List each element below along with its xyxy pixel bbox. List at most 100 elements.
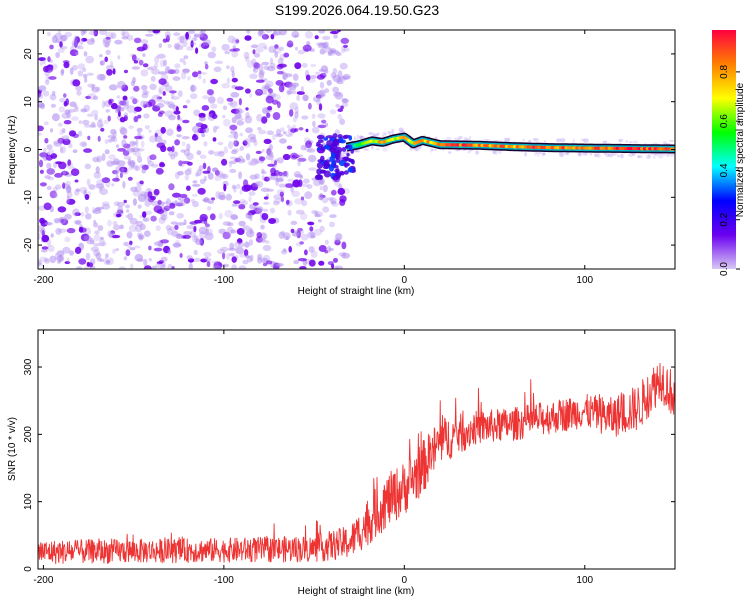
x-tick-label: 100 xyxy=(576,575,593,586)
noise-blob xyxy=(291,190,301,198)
noise-blob xyxy=(86,178,91,187)
noise-blob xyxy=(123,199,127,204)
noise-blob xyxy=(542,152,546,156)
noise-blob xyxy=(324,239,329,245)
noise-blob xyxy=(260,224,265,230)
noise-blob xyxy=(249,239,253,246)
noise-blob xyxy=(132,141,138,145)
noise-blob xyxy=(58,228,67,233)
noise-blob xyxy=(263,201,270,205)
noise-blob xyxy=(51,35,58,44)
noise-blob xyxy=(245,107,249,111)
noise-blob xyxy=(38,57,46,62)
noise-blob xyxy=(319,81,325,89)
noise-blob xyxy=(173,42,180,50)
colorbar-tick-label: 0.6 xyxy=(719,114,730,128)
noise-blob xyxy=(47,56,51,63)
transition-blob xyxy=(348,135,353,141)
noise-blob xyxy=(310,235,316,239)
noise-blob xyxy=(359,136,363,138)
noise-blob xyxy=(175,202,184,207)
noise-blob xyxy=(61,68,65,75)
noise-blob xyxy=(231,149,238,155)
noise-blob xyxy=(222,118,231,127)
noise-blob xyxy=(142,43,148,51)
noise-blob xyxy=(193,225,197,233)
noise-blob xyxy=(183,61,187,66)
noise-blob xyxy=(276,172,286,179)
noise-blob xyxy=(218,191,226,200)
noise-blob xyxy=(89,237,95,244)
noise-blob xyxy=(114,39,123,45)
noise-blob xyxy=(205,223,210,228)
noise-blob xyxy=(182,105,188,109)
noise-blob xyxy=(107,219,112,227)
noise-blob xyxy=(148,66,158,70)
colorbar-scale xyxy=(712,30,736,269)
noise-blob xyxy=(231,148,240,152)
noise-blob xyxy=(113,170,119,175)
noise-blob xyxy=(93,242,101,247)
noise-blob xyxy=(64,236,71,243)
noise-blob xyxy=(112,248,116,254)
noise-blob xyxy=(327,261,334,266)
noise-blob xyxy=(93,222,99,228)
noise-blob xyxy=(119,224,124,230)
noise-blob xyxy=(45,74,50,82)
noise-blob xyxy=(203,141,208,147)
noise-blob xyxy=(84,124,91,128)
noise-blob xyxy=(84,206,89,214)
noise-blob xyxy=(583,138,589,143)
noise-blob xyxy=(167,249,172,255)
noise-blob xyxy=(117,205,123,213)
noise-blob xyxy=(193,249,198,256)
noise-blob xyxy=(50,128,53,133)
noise-blob xyxy=(72,149,78,154)
noise-blob xyxy=(156,96,163,100)
noise-blob xyxy=(295,242,302,247)
noise-blob xyxy=(261,175,265,181)
noise-blob xyxy=(187,76,191,81)
noise-blob xyxy=(81,141,88,148)
noise-blob xyxy=(245,229,255,238)
noise-blob xyxy=(169,226,175,232)
transition-blob xyxy=(315,143,324,147)
noise-blob xyxy=(263,176,270,182)
noise-blob xyxy=(216,248,226,255)
transition-blob xyxy=(347,158,353,162)
noise-blob xyxy=(236,183,241,189)
noise-blob xyxy=(168,114,176,121)
noise-blob xyxy=(67,108,76,113)
noise-blob xyxy=(180,198,186,207)
noise-blob xyxy=(381,131,387,137)
noise-blob xyxy=(247,161,252,165)
noise-blob xyxy=(154,56,160,64)
noise-blob xyxy=(200,42,210,49)
noise-blob xyxy=(88,184,96,190)
noise-blob xyxy=(278,231,286,239)
noise-blob xyxy=(126,105,136,113)
spectrogram-x-ticks: -200 -100 0 100 xyxy=(33,30,594,286)
noise-blob xyxy=(123,143,131,149)
noise-blob xyxy=(231,116,237,124)
noise-blob xyxy=(133,59,139,64)
noise-blob xyxy=(199,178,206,185)
noise-blob xyxy=(79,141,87,147)
noise-blob xyxy=(68,143,73,149)
noise-blob xyxy=(304,31,313,39)
noise-blob xyxy=(292,90,297,95)
transition-blob xyxy=(316,162,324,169)
noise-blob xyxy=(266,260,273,265)
noise-blob xyxy=(200,124,208,129)
noise-blob xyxy=(251,158,261,165)
noise-blob xyxy=(121,139,127,148)
noise-blob xyxy=(229,100,238,108)
noise-blob xyxy=(192,257,201,263)
noise-blob xyxy=(252,202,259,206)
noise-blob xyxy=(113,201,120,207)
noise-blob xyxy=(252,49,256,55)
transition-blob xyxy=(335,158,341,163)
noise-blob xyxy=(215,191,221,199)
noise-blob xyxy=(75,51,79,56)
noise-blob xyxy=(221,43,230,51)
